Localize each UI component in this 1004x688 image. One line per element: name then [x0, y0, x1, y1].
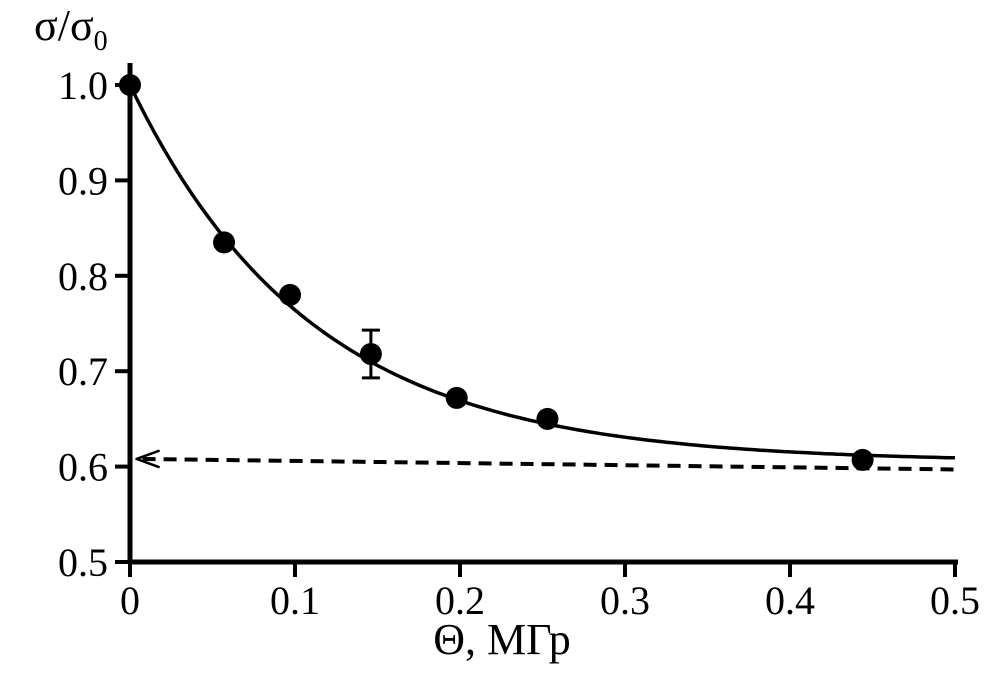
data-point	[359, 343, 382, 366]
y-tick-label: 0.7	[58, 349, 108, 394]
x-tick-label: 0.2	[435, 578, 485, 623]
x-tick-label: 0.5	[930, 578, 980, 623]
data-point	[536, 407, 559, 430]
x-tick-label: 0.4	[765, 578, 815, 623]
y-axis-label: σ/σ0	[34, 1, 108, 58]
data-point	[279, 283, 302, 306]
arrowhead-icon	[135, 449, 160, 469]
y-tick-label: 0.5	[58, 540, 108, 585]
dashed-asymptote-line	[142, 456, 956, 472]
x-axis-label: Θ, МГр	[433, 615, 571, 664]
x-tick-label: 0.3	[600, 578, 650, 623]
x-tick-label: 0	[120, 578, 140, 623]
y-axis-label-main: σ/σ	[34, 1, 94, 50]
fit-curve	[128, 84, 956, 460]
data-point	[213, 231, 236, 254]
data-point	[851, 448, 874, 471]
y-tick-label: 1.0	[58, 63, 108, 108]
y-tick-label: 0.8	[58, 254, 108, 299]
y-axis-label-subscript: 0	[93, 25, 108, 57]
x-tick-label: 0.1	[270, 578, 320, 623]
y-tick-label: 0.9	[58, 158, 108, 203]
y-tick-label: 0.6	[58, 445, 108, 490]
data-point	[119, 74, 141, 96]
data-point	[445, 386, 468, 409]
